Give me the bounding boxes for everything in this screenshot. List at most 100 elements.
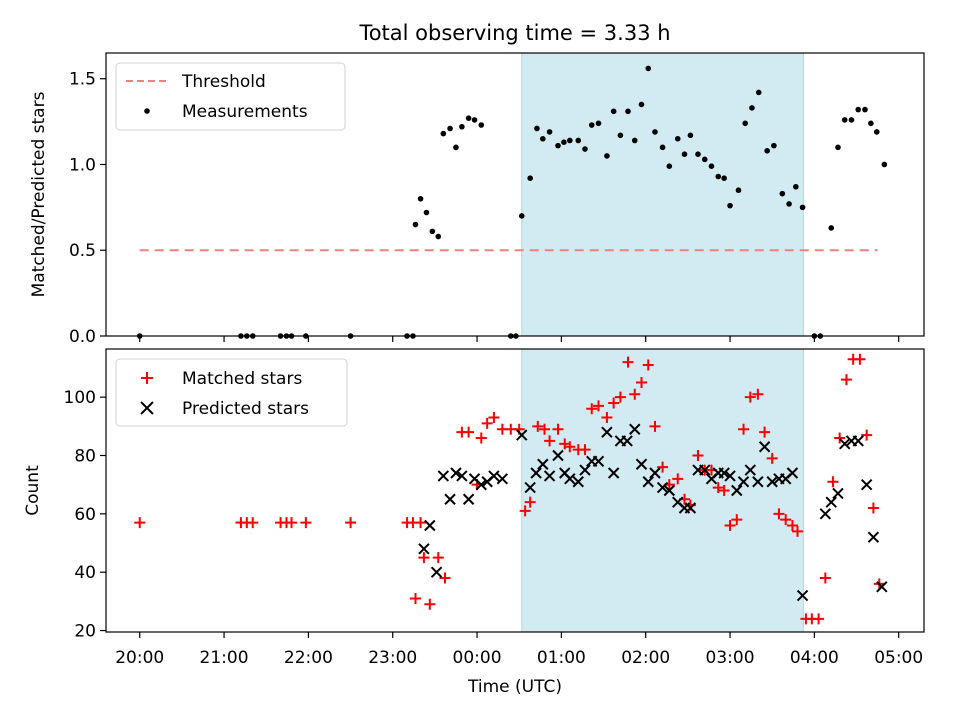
legend-predicted-label: Predicted stars <box>182 399 309 419</box>
measurement-point <box>518 213 525 219</box>
measurement-point <box>582 146 588 152</box>
measurement-point <box>534 125 540 132</box>
matched-star-point <box>861 429 873 441</box>
predicted-star-point <box>758 441 771 453</box>
y-tick-label: 60 <box>74 505 96 525</box>
matched-star-point <box>712 482 724 494</box>
predicted-star-point <box>537 458 549 470</box>
measurement-point <box>540 135 546 142</box>
predicted-star-point <box>766 476 778 488</box>
matched-star-point <box>649 420 661 432</box>
top-y-axis-ticks: 0.0 0.5 1.0 1.5 <box>69 70 106 347</box>
predicted-star-point <box>430 566 443 578</box>
measurement-point <box>855 106 862 113</box>
matched-star-point <box>672 473 684 485</box>
legend-measurements-swatch <box>144 108 150 114</box>
matched-star-point <box>718 485 730 496</box>
measurement-point <box>459 123 465 130</box>
predicted-star-point <box>737 476 750 488</box>
matched-star-point <box>813 613 825 625</box>
matched-star-point <box>867 502 879 514</box>
measurement-point <box>828 225 835 231</box>
measurement-point <box>453 144 459 151</box>
measurement-point <box>604 153 610 159</box>
predicted-star-point <box>418 543 430 555</box>
matched-star-point <box>592 400 604 412</box>
measurement-point <box>715 173 722 180</box>
measurement-point <box>687 132 694 139</box>
matched-star-point <box>579 444 591 456</box>
y-tick-label: 1.5 <box>69 70 96 90</box>
predicted-star-point <box>572 476 584 488</box>
x-tick-label: 04:00 <box>790 648 839 668</box>
matched-star-point <box>539 423 551 435</box>
legend-threshold-label: Threshold <box>181 72 266 92</box>
x-tick-label: 22:00 <box>284 648 333 668</box>
predicted-star-point <box>607 467 620 479</box>
predicted-star-point <box>543 470 556 482</box>
legend-predicted-swatch <box>140 401 154 415</box>
measurement-point <box>555 142 561 149</box>
matched-star-point <box>601 412 613 424</box>
predicted-star-point <box>699 464 711 476</box>
predicted-star-point <box>496 473 509 485</box>
measurement-point <box>868 120 874 127</box>
measurement-point <box>471 117 478 123</box>
measurement-point <box>575 137 582 144</box>
measurement-point <box>423 209 430 216</box>
predicted-star-point <box>819 508 832 520</box>
measurement-point <box>478 122 485 128</box>
measurement-point <box>417 195 424 202</box>
measurement-point <box>841 117 848 123</box>
predicted-star-point <box>621 435 633 447</box>
top-panel: Total observing time = 3.33 h 0.0 0.5 1.0 1… <box>29 21 925 347</box>
measurement-point <box>735 187 742 194</box>
matched-star-point <box>608 397 620 409</box>
matched-star-point <box>564 441 576 453</box>
matched-star-point <box>286 517 298 529</box>
measurement-point <box>595 120 602 127</box>
predicted-star-point <box>724 470 736 482</box>
top-shaded-region <box>521 52 804 337</box>
predicted-star-point <box>649 467 661 479</box>
matched-star-point <box>439 572 451 584</box>
y-tick-label: 40 <box>74 563 96 583</box>
predicted-star-point <box>684 502 697 514</box>
predicted-star-point <box>839 438 851 450</box>
matched-star-point <box>657 461 669 473</box>
measurement-point <box>708 163 715 169</box>
predicted-star-point <box>852 435 864 447</box>
measurement-point <box>412 221 419 228</box>
predicted-star-point <box>642 476 654 488</box>
matched-star-point <box>552 423 564 435</box>
matched-star-point <box>424 598 436 610</box>
x-tick-label: 00:00 <box>453 648 502 668</box>
measurement-point <box>435 233 442 240</box>
measurement-point <box>742 120 749 127</box>
matched-star-point <box>415 517 427 529</box>
matched-star-point <box>834 432 846 444</box>
top-legend: Threshold Measurements <box>115 62 346 131</box>
predicted-star-point <box>564 473 576 485</box>
measurement-point <box>873 129 880 135</box>
predicted-star-point <box>786 467 799 479</box>
y-tick-label: 0.5 <box>69 241 96 261</box>
measurement-point <box>659 144 666 151</box>
measurements-points <box>136 65 888 339</box>
predicted-star-point <box>867 531 880 543</box>
matched-star-point <box>738 423 750 435</box>
measurement-point <box>429 228 436 235</box>
y-tick-label: 100 <box>64 388 96 408</box>
measurement-point <box>835 144 841 151</box>
legend-measurements-label: Measurements <box>182 102 308 122</box>
matched-star-point <box>766 452 778 464</box>
measurement-point <box>561 139 567 145</box>
matched-star-point <box>475 432 487 444</box>
bottom-shaded-region <box>521 348 804 633</box>
top-chart-title: Total observing time = 3.33 h <box>358 21 670 45</box>
predicted-star-point <box>424 519 436 532</box>
matched-star-point <box>635 377 647 389</box>
predicted-star-point <box>744 464 756 476</box>
matched-star-point <box>409 592 421 604</box>
y-tick-label: 0.0 <box>69 327 96 347</box>
